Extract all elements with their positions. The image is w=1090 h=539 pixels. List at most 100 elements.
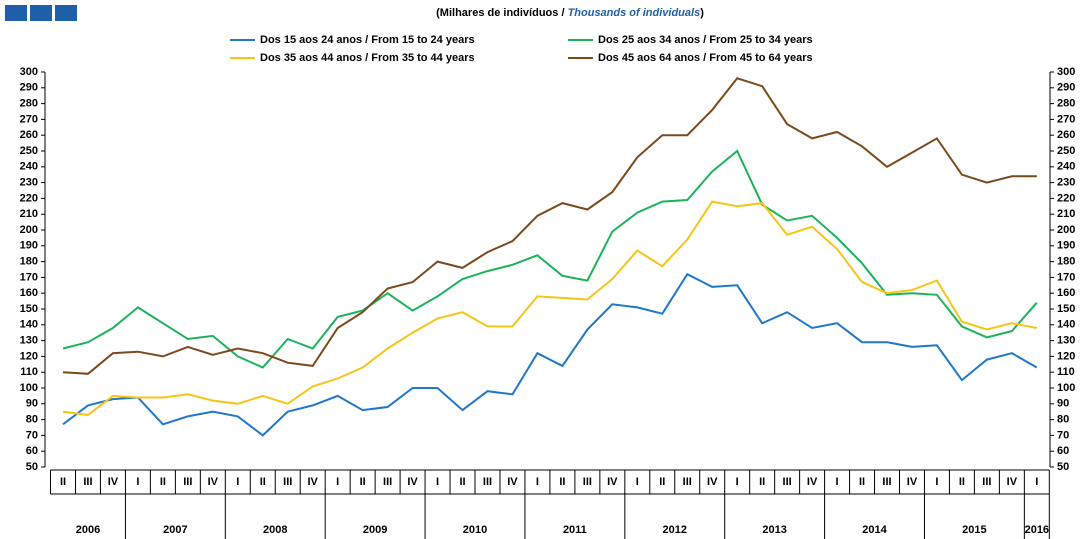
x-tick-label: IV [407,476,418,488]
x-tick-label: III [383,476,392,488]
series-line [62,272,1038,437]
year-label: 2014 [862,524,887,536]
y-tick-label: 60 [26,445,38,457]
x-tick-label: I [336,476,339,488]
x-tick-label: IV [108,476,119,488]
y2-tick-label: 150 [1057,303,1075,315]
y-tick-label: 140 [20,319,38,331]
y-tick-label: 240 [20,161,38,173]
y2-tick-label: 80 [1057,414,1069,426]
y-tick-label: 110 [20,366,38,378]
subtitle-close: ) [700,7,704,19]
x-tick-label: I [236,476,239,488]
series-line [62,77,1037,375]
y2-tick-label: 200 [1057,224,1075,236]
x-tick-label: II [759,476,765,488]
x-tick-label: IV [1007,476,1018,488]
y2-tick-label: 300 [1057,66,1075,78]
y2-tick-label: 140 [1057,319,1075,331]
y2-tick-label: 210 [1057,208,1075,220]
x-tick-label: II [360,476,366,488]
y-tick-label: 160 [20,287,38,299]
y2-tick-label: 190 [1057,240,1075,252]
x-tick-label: III [83,476,92,488]
x-tick-label: III [583,476,592,488]
y-tick-label: 150 [20,303,38,315]
x-tick-label: II [260,476,266,488]
x-tick-label: I [1035,476,1038,488]
x-tick-label: III [283,476,292,488]
x-tick-label: IV [607,476,618,488]
y2-tick-label: 50 [1057,461,1069,473]
x-tick-label: II [160,476,166,488]
x-tick-label: III [982,476,991,488]
y2-tick-label: 230 [1057,177,1075,189]
y2-tick-label: 130 [1057,335,1075,347]
y-tick-label: 120 [20,350,38,362]
y-tick-label: 260 [20,129,38,141]
x-tick-label: III [183,476,192,488]
x-tick-label: II [959,476,965,488]
y2-tick-label: 220 [1057,192,1075,204]
x-tick-label: IV [307,476,318,488]
legend-label: Dos 25 aos 34 anos / From 25 to 34 years [598,34,813,46]
y-tick-label: 50 [26,461,38,473]
y-tick-label: 300 [20,66,38,78]
x-tick-label: I [136,476,139,488]
x-tick-label: II [659,476,665,488]
year-label: 2009 [363,524,387,536]
year-label: 2016 [1025,524,1049,536]
y2-tick-label: 240 [1057,161,1075,173]
legend-label: Dos 35 aos 44 anos / From 35 to 44 years [260,52,475,64]
y-tick-label: 220 [20,192,38,204]
year-label: 2015 [962,524,986,536]
y-tick-label: 290 [20,82,38,94]
subtitle-pt: (Milhares de indivíduos / [436,7,567,19]
logo-block [5,5,27,21]
year-label: 2008 [263,524,287,536]
y-tick-label: 230 [20,177,38,189]
y-tick-label: 280 [20,98,38,110]
x-tick-label: III [683,476,692,488]
year-label: 2013 [762,524,786,536]
x-tick-label: IV [807,476,818,488]
x-tick-label: II [859,476,865,488]
y-tick-label: 170 [20,271,38,283]
x-tick-label: III [483,476,492,488]
year-label: 2012 [663,524,687,536]
y2-tick-label: 260 [1057,129,1075,141]
y-tick-label: 80 [26,414,38,426]
y2-tick-label: 100 [1057,382,1075,394]
y2-tick-label: 180 [1057,256,1075,268]
y2-tick-label: 110 [1057,366,1075,378]
y2-tick-label: 290 [1057,82,1075,94]
x-tick-label: II [60,476,66,488]
year-label: 2006 [76,524,100,536]
subtitle-en: Thousands of individuals [568,7,701,19]
logo-block [55,5,77,21]
y-tick-label: 100 [20,382,38,394]
x-tick-label: II [559,476,565,488]
year-label: 2011 [563,524,587,536]
series-line [62,149,1038,369]
year-label: 2010 [463,524,487,536]
y2-tick-label: 250 [1057,145,1075,157]
y-tick-label: 190 [20,240,38,252]
x-tick-label: II [459,476,465,488]
y2-tick-label: 120 [1057,350,1075,362]
x-tick-label: IV [507,476,518,488]
legend-label: Dos 45 aos 64 anos / From 45 to 64 years [598,52,813,64]
y-tick-label: 130 [20,335,38,347]
y-tick-label: 70 [26,429,38,441]
y2-tick-label: 270 [1057,113,1075,125]
x-tick-label: I [836,476,839,488]
y-tick-label: 180 [20,256,38,268]
y2-tick-label: 70 [1057,429,1069,441]
x-tick-label: IV [907,476,918,488]
y2-tick-label: 90 [1057,398,1069,410]
subtitle: (Milhares de indivíduos / Thousands of i… [436,7,704,19]
x-tick-label: I [636,476,639,488]
legend-label: Dos 15 aos 24 anos / From 15 to 24 years [260,34,475,46]
y2-tick-label: 170 [1057,271,1075,283]
